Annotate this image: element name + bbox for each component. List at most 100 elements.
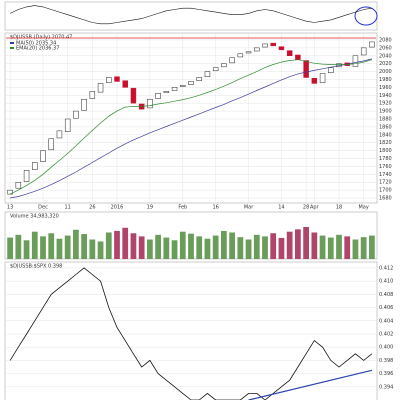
candle bbox=[295, 54, 301, 60]
x-tick-label: May bbox=[358, 205, 368, 211]
candle bbox=[254, 47, 260, 52]
y-tick-label: 1740 bbox=[379, 172, 392, 178]
chart-title: $DJUSSB (Daily) 2070.47 bbox=[10, 35, 72, 41]
volume-bar bbox=[237, 237, 244, 259]
y-tick-label: 1940 bbox=[379, 93, 392, 99]
volume-bar bbox=[188, 233, 194, 259]
volume-bar bbox=[303, 227, 309, 259]
y-tick-label: 1800 bbox=[379, 148, 392, 154]
volume-bar bbox=[344, 236, 351, 259]
candle bbox=[212, 67, 219, 72]
y-tick-label: 0.400 bbox=[379, 345, 393, 351]
y-tick-label: 0.412 bbox=[379, 265, 393, 271]
candle bbox=[73, 110, 79, 119]
candle bbox=[311, 78, 318, 84]
candle bbox=[262, 43, 268, 48]
volume-bar bbox=[179, 231, 186, 259]
candle bbox=[204, 71, 211, 77]
ratio-title: $DJUSSB:$SPX 0.398 bbox=[10, 264, 62, 270]
candle bbox=[196, 77, 202, 81]
x-tick-label: 13 bbox=[7, 205, 13, 211]
candle bbox=[23, 170, 30, 182]
trendline bbox=[248, 369, 373, 400]
candle bbox=[114, 76, 120, 82]
volume-bar bbox=[48, 233, 55, 259]
price-panel bbox=[4, 32, 378, 204]
volume-bar bbox=[212, 235, 219, 259]
legend-label: MA(50) 2035.34 bbox=[16, 41, 56, 47]
volume-bar bbox=[105, 232, 112, 259]
volume-bar bbox=[204, 238, 211, 259]
candle bbox=[180, 85, 186, 87]
y-tick-label: 1700 bbox=[379, 188, 392, 194]
y-tick-label: 2020 bbox=[379, 61, 392, 67]
volume-bar bbox=[163, 237, 170, 259]
macd-line bbox=[9, 5, 372, 25]
volume-title: Volume 34,983,320 bbox=[10, 214, 59, 220]
candle bbox=[97, 83, 104, 93]
highlight-circle bbox=[354, 6, 378, 26]
y-tick-label: 2060 bbox=[379, 45, 392, 51]
candle bbox=[286, 50, 293, 57]
candle bbox=[171, 87, 178, 91]
ratio-panel bbox=[4, 261, 378, 400]
volume-bar bbox=[56, 238, 63, 259]
volume-bar bbox=[64, 235, 71, 259]
volume-bar bbox=[327, 237, 334, 259]
candle bbox=[245, 51, 252, 54]
x-tick-label: Apr bbox=[310, 205, 320, 211]
x-tick-label: 11 bbox=[64, 205, 70, 211]
candle bbox=[89, 91, 96, 99]
volume-bar bbox=[336, 234, 342, 259]
y-tick-label: 1920 bbox=[379, 101, 392, 107]
volume-bar bbox=[31, 231, 38, 259]
x-tick-label: 2016 bbox=[111, 205, 124, 211]
candle bbox=[188, 81, 194, 85]
volume-bar bbox=[15, 234, 22, 259]
x-tick-label: 26 bbox=[89, 205, 95, 211]
ratio-line bbox=[9, 267, 373, 400]
x-tick-label: 19 bbox=[147, 205, 153, 211]
volume-bar bbox=[114, 230, 120, 259]
volume-bar bbox=[319, 235, 326, 259]
candle bbox=[106, 77, 112, 83]
candle bbox=[278, 46, 285, 51]
y-tick-label: 1880 bbox=[379, 117, 392, 123]
y-tick-label: 1840 bbox=[379, 132, 392, 138]
y-tick-label: 0.398 bbox=[379, 358, 393, 364]
volume-bar bbox=[40, 236, 46, 259]
ma-line bbox=[10, 58, 372, 199]
y-tick-label: 0.404 bbox=[379, 318, 393, 324]
y-tick-label: 1820 bbox=[379, 140, 392, 146]
x-tick-label: Mar bbox=[244, 205, 254, 211]
volume-bar bbox=[278, 237, 285, 259]
volume-bar bbox=[369, 235, 375, 259]
x-tick-label: 18 bbox=[336, 205, 342, 211]
ma-line bbox=[9, 59, 372, 195]
y-tick-label: 0.396 bbox=[379, 371, 393, 377]
legend-swatch bbox=[10, 47, 14, 49]
volume-bar bbox=[352, 239, 359, 259]
volume-bar bbox=[155, 234, 161, 259]
candle bbox=[40, 150, 46, 162]
candle bbox=[237, 53, 244, 58]
candle bbox=[56, 130, 63, 139]
candle bbox=[130, 87, 137, 104]
volume-bar bbox=[23, 240, 30, 259]
volume-bar bbox=[97, 241, 104, 259]
volume-bar bbox=[311, 232, 318, 259]
volume-bar bbox=[138, 236, 145, 259]
candle bbox=[369, 41, 375, 48]
candle bbox=[352, 55, 359, 67]
y-tick-label: 2000 bbox=[379, 69, 392, 75]
y-tick-label: 1760 bbox=[379, 164, 392, 170]
candle bbox=[163, 91, 170, 93]
candle bbox=[48, 138, 54, 151]
y-tick-label: 2040 bbox=[379, 53, 392, 59]
y-tick-label: 0.406 bbox=[379, 305, 393, 311]
x-tick-label: Dec bbox=[38, 205, 48, 211]
volume-bar bbox=[130, 233, 137, 259]
x-tick-label: 28 bbox=[303, 205, 309, 211]
y-tick-label: 1680 bbox=[379, 196, 392, 202]
